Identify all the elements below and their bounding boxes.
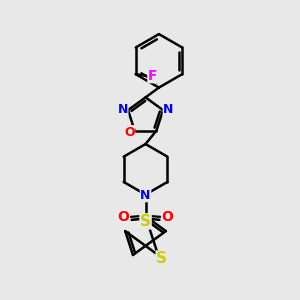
Text: N: N: [140, 189, 151, 202]
Text: O: O: [162, 211, 173, 224]
Text: O: O: [118, 211, 130, 224]
Text: S: S: [156, 251, 167, 266]
Text: N: N: [118, 103, 128, 116]
Text: O: O: [124, 126, 135, 139]
Text: F: F: [148, 69, 158, 83]
Text: N: N: [163, 103, 174, 116]
Text: S: S: [140, 214, 151, 229]
